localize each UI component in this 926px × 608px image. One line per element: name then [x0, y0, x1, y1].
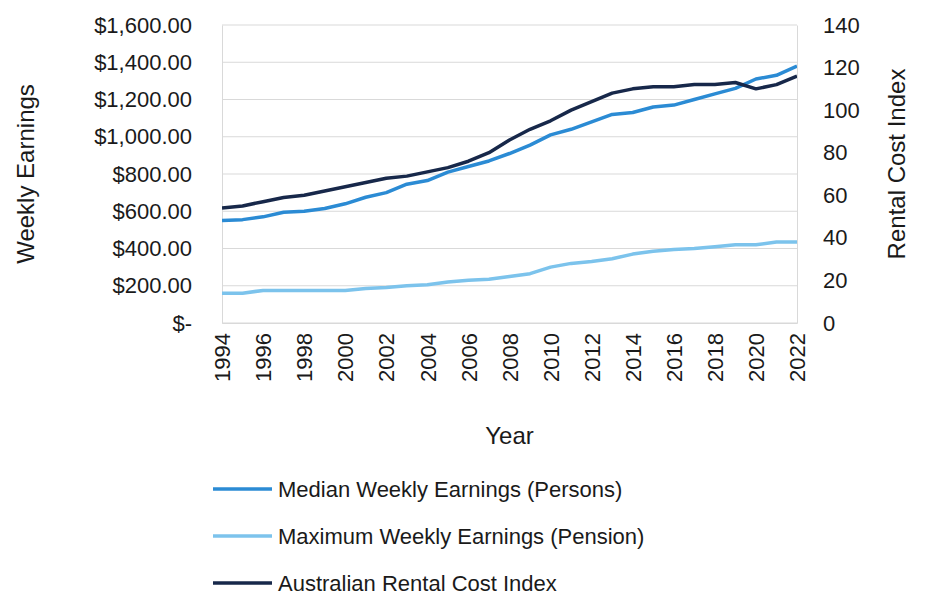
tick: $1,400.00 — [94, 50, 222, 75]
tick: $600.00 — [112, 199, 222, 224]
tick-label: $800.00 — [112, 162, 192, 187]
axis: 0 20 40 60 80 100 120 140 — [797, 13, 860, 336]
tick-label: 2018 — [703, 333, 728, 382]
tick-label: 2020 — [744, 333, 769, 382]
grid-line — [222, 136, 797, 137]
plot-area — [222, 66, 797, 293]
tick: $1,600.00 — [94, 13, 222, 38]
tick: 2012 — [580, 323, 605, 382]
legend-swatch — [213, 581, 272, 585]
tick: 1998 — [292, 323, 317, 382]
legend-label: Maximum Weekly Earnings (Pension) — [278, 524, 644, 549]
tick: 2018 — [703, 323, 728, 382]
tick: 40 — [797, 225, 847, 250]
series-line — [222, 76, 797, 208]
legend-swatch — [213, 534, 272, 538]
tick-label: 2012 — [580, 333, 605, 382]
tick-label: 60 — [823, 183, 847, 208]
tick-label: $- — [172, 311, 192, 336]
tick: 2004 — [416, 323, 441, 382]
tick: 100 — [797, 98, 860, 123]
tick: $- — [172, 311, 222, 336]
tick: 2014 — [621, 323, 646, 382]
tick: 2016 — [662, 323, 687, 382]
tick: 2022 — [785, 323, 810, 382]
tick-label: 2002 — [374, 333, 399, 382]
tick-label: 20 — [823, 268, 847, 293]
legend-swatch — [213, 487, 272, 491]
legend-label: Australian Rental Cost Index — [278, 571, 557, 596]
tick-label: $400.00 — [112, 236, 192, 261]
tick: 1994 — [210, 323, 235, 382]
tick-label: $1,400.00 — [94, 50, 192, 75]
axis-line — [222, 26, 223, 324]
grid-line — [222, 174, 797, 175]
tick: $400.00 — [112, 236, 222, 261]
axis-title: Year — [485, 422, 534, 449]
tick-label: 1998 — [292, 333, 317, 382]
tick: 60 — [797, 183, 847, 208]
axis-title: Weekly Earnings — [12, 84, 39, 264]
legend: Median Weekly Earnings (Persons) Maximum … — [213, 477, 644, 596]
grid-line — [222, 25, 797, 26]
tick-label: 1994 — [210, 333, 235, 382]
tick: 80 — [797, 140, 847, 165]
tick: 120 — [797, 55, 860, 80]
grid-line — [222, 62, 797, 63]
tick: 1996 — [251, 323, 276, 382]
tick: 2020 — [744, 323, 769, 382]
grid-line — [222, 285, 797, 286]
grid-line — [222, 323, 797, 324]
axis-line — [797, 26, 798, 324]
tick-label: 2010 — [539, 333, 564, 382]
tick: 2000 — [333, 323, 358, 382]
tick: 0 — [797, 311, 835, 336]
tick-label: $1,600.00 — [94, 13, 192, 38]
tick-label: 2016 — [662, 333, 687, 382]
tick-label: $1,000.00 — [94, 124, 192, 149]
series-line — [222, 242, 797, 293]
tick-label: 120 — [823, 55, 860, 80]
tick-label: 40 — [823, 225, 847, 250]
tick-label: 0 — [823, 311, 835, 336]
tick: $200.00 — [112, 273, 222, 298]
tick: 140 — [797, 13, 860, 38]
axis-line — [223, 323, 798, 324]
tick-label: $600.00 — [112, 199, 192, 224]
series-line — [222, 66, 797, 221]
tick: $1,000.00 — [94, 124, 222, 149]
tick-label: $200.00 — [112, 273, 192, 298]
tick: 2010 — [539, 323, 564, 382]
axis: $- $200.00 $400.00 $600.00 $800.00 $1,000.00 $… — [94, 13, 222, 336]
tick: 20 — [797, 268, 847, 293]
tick-label: 2004 — [416, 333, 441, 382]
tick: 2008 — [498, 323, 523, 382]
tick-label: 2008 — [498, 333, 523, 382]
tick-label: 2006 — [457, 333, 482, 382]
tick-label: 140 — [823, 13, 860, 38]
chart: $- $200.00 $400.00 $600.00 $800.00 $1,000.00 $… — [0, 0, 926, 608]
tick-label: 80 — [823, 140, 847, 165]
tick-label: $1,200.00 — [94, 87, 192, 112]
tick: 2002 — [374, 323, 399, 382]
axis: 1994 1996 1998 2000 2002 2004 2006 2008 2010 2012… — [210, 323, 810, 382]
tick: $1,200.00 — [94, 87, 222, 112]
tick-label: 100 — [823, 98, 860, 123]
grid-line — [222, 99, 797, 100]
tick-label: 1996 — [251, 333, 276, 382]
legend-label: Median Weekly Earnings (Persons) — [278, 477, 622, 502]
tick-label: 2014 — [621, 333, 646, 382]
axis-title: Rental Cost Index — [883, 69, 910, 260]
grid — [222, 25, 797, 323]
tick: $800.00 — [112, 162, 222, 187]
tick-label: 2000 — [333, 333, 358, 382]
tick: 2006 — [457, 323, 482, 382]
tick-label: 2022 — [785, 333, 810, 382]
